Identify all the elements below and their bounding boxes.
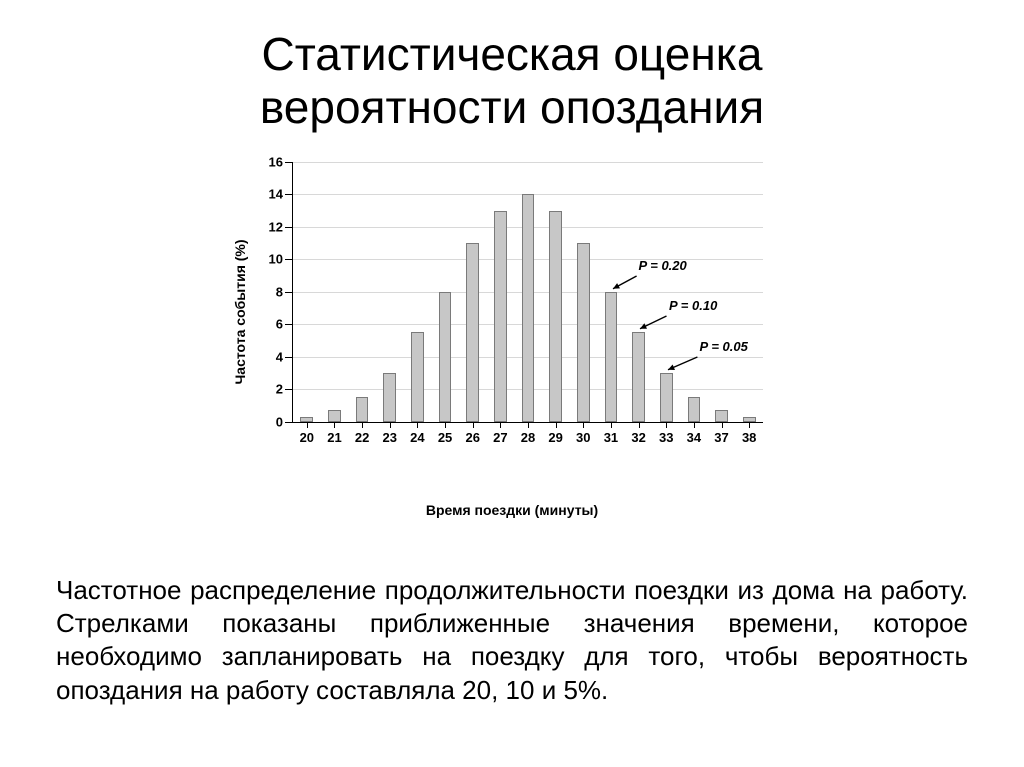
p-annotation: P = 0.05 [700,339,748,354]
x-tick [749,422,750,428]
x-tick-label: 37 [714,430,728,445]
y-tick-label: 10 [269,252,283,267]
x-tick [307,422,308,428]
bar [383,373,396,422]
y-axis-title: Частота события (%) [232,239,248,384]
x-tick-label: 28 [521,430,535,445]
chart-frame: Частота события (%) 02468101214162021222… [232,152,792,472]
x-tick [500,422,501,428]
title-line-2: вероятности опоздания [260,81,764,133]
y-tick-label: 6 [276,317,283,332]
x-tick [445,422,446,428]
title-line-1: Статистическая оценка [262,28,763,80]
y-tick-label: 8 [276,284,283,299]
caption-text: Частотное распределение продолжительност… [56,574,968,707]
x-tick-label: 31 [604,430,618,445]
x-tick-label: 27 [493,430,507,445]
bar [411,332,424,421]
x-tick-label: 23 [383,430,397,445]
x-tick-label: 29 [548,430,562,445]
y-tick-label: 12 [269,219,283,234]
y-tick [285,194,293,195]
y-tick-label: 2 [276,382,283,397]
bar [466,243,479,422]
x-tick [334,422,335,428]
bar [328,410,341,421]
slide-title: Статистическая оценка вероятности опозда… [0,0,1024,134]
y-tick [285,422,293,423]
x-tick-label: 34 [687,430,701,445]
bar [660,373,673,422]
x-tick [722,422,723,428]
bar [715,410,728,421]
p-annotation: P = 0.20 [638,258,686,273]
x-tick [473,422,474,428]
p-annotation: P = 0.10 [669,298,717,313]
bar [356,397,369,421]
x-tick [362,422,363,428]
x-tick-label: 24 [410,430,424,445]
x-tick-label: 32 [631,430,645,445]
x-tick [528,422,529,428]
x-tick-label: 20 [300,430,314,445]
x-tick [611,422,612,428]
bar [522,194,535,422]
y-tick-label: 14 [269,187,283,202]
y-tick [285,389,293,390]
bar [605,292,618,422]
y-tick [285,162,293,163]
x-tick [390,422,391,428]
y-tick [285,259,293,260]
bar [688,397,701,421]
slide: Статистическая оценка вероятности опозда… [0,0,1024,767]
bar [494,211,507,422]
y-tick-label: 0 [276,414,283,429]
y-tick-label: 16 [269,154,283,169]
plot-area: 0246810121416202122232425262728293031323… [292,162,763,423]
y-tick [285,227,293,228]
x-tick-label: 30 [576,430,590,445]
x-tick [417,422,418,428]
bar [439,292,452,422]
x-tick [694,422,695,428]
chart: Частота события (%) 02468101214162021222… [232,152,792,518]
x-tick-label: 21 [327,430,341,445]
y-tick [285,292,293,293]
x-tick-label: 38 [742,430,756,445]
grid-line [293,162,763,163]
bar [549,211,562,422]
x-tick [556,422,557,428]
x-tick-label: 25 [438,430,452,445]
bar [632,332,645,421]
y-tick-label: 4 [276,349,283,364]
x-axis-title: Время поездки (минуты) [232,502,792,518]
x-tick [666,422,667,428]
y-tick [285,324,293,325]
y-tick [285,357,293,358]
x-tick-label: 33 [659,430,673,445]
bar [577,243,590,422]
x-tick-label: 26 [465,430,479,445]
x-tick [583,422,584,428]
x-tick [639,422,640,428]
x-tick-label: 22 [355,430,369,445]
